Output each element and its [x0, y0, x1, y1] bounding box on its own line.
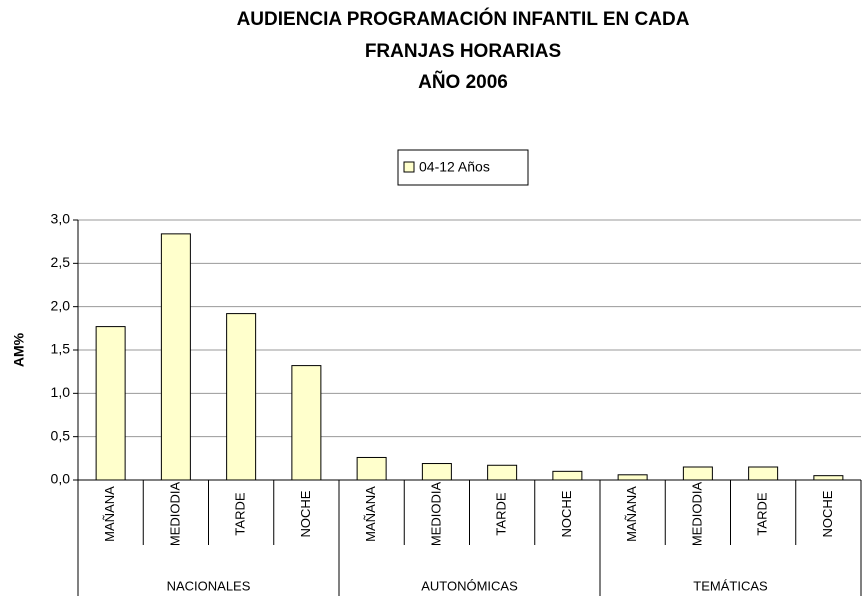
- bar: [356, 456, 387, 481]
- y-tick-label: 0,0: [51, 471, 71, 487]
- y-tick-label: 1,5: [51, 341, 71, 357]
- x-tick-label: TARDE: [755, 492, 770, 535]
- bar: [226, 313, 257, 481]
- y-tick-label: 2,0: [51, 297, 71, 313]
- bar: [291, 365, 322, 481]
- chart-title: FRANJAS HORARIAS: [365, 41, 561, 62]
- bar: [95, 326, 126, 481]
- y-tick-label: 0,5: [51, 427, 71, 443]
- x-tick-label: MAÑANA: [102, 486, 117, 542]
- group-label: AUTONÓMICAS: [421, 578, 518, 593]
- x-tick-label: MAÑANA: [363, 486, 378, 542]
- legend-box: [397, 149, 529, 186]
- x-tick-label: TARDE: [494, 492, 509, 535]
- x-tick-label: TARDE: [233, 492, 248, 535]
- y-tick-label: 1,0: [51, 384, 71, 400]
- x-tick-label: NOCHE: [298, 490, 313, 537]
- legend-label: 04-12 Años: [419, 159, 490, 175]
- group-label: NACIONALES: [167, 578, 251, 593]
- x-tick-label: NOCHE: [820, 490, 835, 537]
- y-tick-label: 2,5: [51, 254, 71, 270]
- bar: [552, 470, 583, 481]
- chart-title: AÑO 2006: [418, 71, 508, 93]
- x-tick-label: MEDIODIA: [167, 482, 182, 547]
- x-tick-label: NOCHE: [559, 490, 574, 537]
- bar: [487, 464, 518, 481]
- bar: [682, 466, 713, 481]
- x-tick-label: MEDIODIA: [689, 482, 704, 547]
- x-tick-label: MEDIODIA: [428, 482, 443, 547]
- x-tick-label: MAÑANA: [624, 486, 639, 542]
- y-axis-label: AM%: [11, 332, 27, 367]
- bar: [421, 463, 452, 481]
- bar: [813, 475, 844, 481]
- legend-swatch: [403, 161, 415, 173]
- bar: [160, 233, 191, 481]
- group-label: TEMÁTICAS: [693, 578, 768, 593]
- y-tick-label: 3,0: [51, 211, 71, 227]
- bar: [617, 474, 648, 481]
- bar: [748, 466, 779, 481]
- chart-title: AUDIENCIA PROGRAMACIÓN INFANTIL EN CADA: [237, 8, 690, 30]
